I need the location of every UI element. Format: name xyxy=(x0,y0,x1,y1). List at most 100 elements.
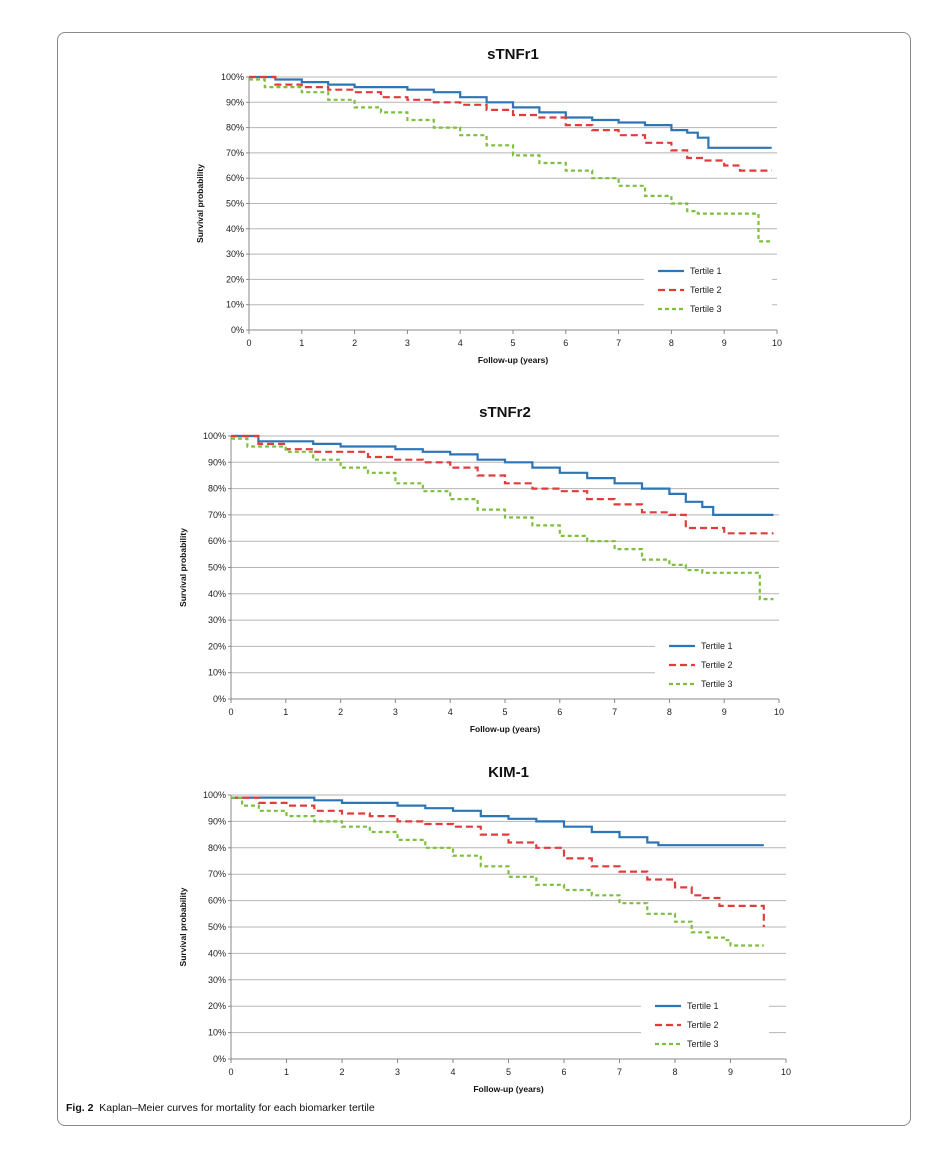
series-line-tertile-2 xyxy=(231,434,774,535)
y-tick-label: 100% xyxy=(203,790,226,800)
y-tick-label: 80% xyxy=(208,484,226,494)
y-tick-label: 100% xyxy=(221,72,244,82)
x-tick-label: 4 xyxy=(458,338,463,348)
legend-entry-tertile-1: Tertile 1 xyxy=(701,641,733,651)
y-tick-label: 10% xyxy=(226,300,244,310)
y-axis-label: Survival probability xyxy=(178,528,188,607)
x-tick-label: 5 xyxy=(510,338,515,348)
y-tick-label: 60% xyxy=(208,536,226,546)
x-tick-label: 2 xyxy=(338,707,343,717)
caption-text: Kaplan–Meier curves for mortality for ea… xyxy=(99,1102,375,1114)
series-line-tertile-3 xyxy=(231,437,774,601)
y-tick-label: 60% xyxy=(208,896,226,906)
y-tick-label: 50% xyxy=(208,922,226,932)
caption-label: Fig. 2 xyxy=(66,1102,94,1114)
y-tick-label: 0% xyxy=(213,694,226,704)
x-tick-label: 3 xyxy=(393,707,398,717)
y-axis-label: Survival probability xyxy=(178,887,188,966)
chart-title: KIM-1 xyxy=(488,764,529,781)
x-tick-label: 9 xyxy=(722,338,727,348)
y-tick-label: 20% xyxy=(208,641,226,651)
x-tick-label: 0 xyxy=(228,707,233,717)
y-tick-label: 30% xyxy=(226,249,244,259)
chart-title: sTNFr1 xyxy=(487,46,539,63)
x-tick-label: 6 xyxy=(561,1067,566,1077)
x-tick-label: 1 xyxy=(284,1067,289,1077)
legend-entry-tertile-2: Tertile 2 xyxy=(687,1020,719,1030)
chart-stnfr1: sTNFr1 0% 10% 20% 30% 40% 50% 60% 70% 80% 90% 100% 0… xyxy=(195,46,782,365)
x-tick-label: 10 xyxy=(772,338,782,348)
x-tick-label: 2 xyxy=(352,338,357,348)
x-tick-label: 1 xyxy=(299,338,304,348)
x-tick-label: 3 xyxy=(405,338,410,348)
y-tick-label: 0% xyxy=(231,325,244,335)
series-line-tertile-3 xyxy=(231,796,764,947)
y-axis-label: Survival probability xyxy=(195,164,205,243)
x-axis-label: Follow-up (years) xyxy=(470,724,541,734)
series-line-tertile-2 xyxy=(249,75,772,172)
x-tick-label: 10 xyxy=(774,707,784,717)
legend-entry-tertile-2: Tertile 2 xyxy=(690,285,722,295)
y-tick-label: 50% xyxy=(208,563,226,573)
x-axis-label: Follow-up (years) xyxy=(478,355,549,365)
legend-entry-tertile-1: Tertile 1 xyxy=(690,266,722,276)
legend-entry-tertile-3: Tertile 3 xyxy=(687,1039,719,1049)
y-tick-label: 10% xyxy=(208,1028,226,1038)
x-tick-label: 4 xyxy=(448,707,453,717)
x-tick-label: 2 xyxy=(339,1067,344,1077)
y-tick-label: 60% xyxy=(226,173,244,183)
y-tick-label: 50% xyxy=(226,199,244,209)
x-tick-label: 8 xyxy=(667,707,672,717)
y-tick-label: 80% xyxy=(208,843,226,853)
y-tick-label: 10% xyxy=(208,668,226,678)
x-tick-label: 4 xyxy=(450,1067,455,1077)
series-line-tertile-2 xyxy=(231,796,765,927)
y-tick-label: 30% xyxy=(208,975,226,985)
legend: Tertile 1 Tertile 2 Tertile 3 xyxy=(655,636,783,694)
x-tick-label: 6 xyxy=(563,338,568,348)
y-tick-label: 90% xyxy=(208,816,226,826)
legend-entry-tertile-3: Tertile 3 xyxy=(690,304,722,314)
x-tick-label: 1 xyxy=(283,707,288,717)
x-tick-label: 5 xyxy=(502,707,507,717)
y-tick-label: 40% xyxy=(208,948,226,958)
x-tick-label: 7 xyxy=(617,1067,622,1077)
x-tick-label: 7 xyxy=(612,707,617,717)
y-tick-label: 90% xyxy=(208,457,226,467)
y-tick-label: 80% xyxy=(226,123,244,133)
legend: Tertile 1 Tertile 2 Tertile 3 xyxy=(644,261,772,319)
y-tick-label: 70% xyxy=(208,510,226,520)
legend: Tertile 1 Tertile 2 Tertile 3 xyxy=(641,996,769,1054)
x-axis-label: Follow-up (years) xyxy=(473,1084,544,1094)
y-tick-label: 20% xyxy=(208,1001,226,1011)
x-tick-label: 9 xyxy=(728,1067,733,1077)
legend-entry-tertile-2: Tertile 2 xyxy=(701,660,733,670)
y-tick-label: 20% xyxy=(226,274,244,284)
series-line-tertile-3 xyxy=(249,78,772,243)
x-tick-label: 5 xyxy=(506,1067,511,1077)
series-line-tertile-1 xyxy=(249,75,772,149)
x-tick-label: 8 xyxy=(672,1067,677,1077)
chart-title: sTNFr2 xyxy=(479,404,531,421)
series-line-tertile-1 xyxy=(231,796,764,847)
x-tick-label: 6 xyxy=(557,707,562,717)
chart-kim1: KIM-1 0% 10% 20% 30% 40% 50% 60% 70% 80% 90% 100% 0 1… xyxy=(178,764,791,1094)
figure-frame xyxy=(57,32,911,1126)
x-tick-label: 0 xyxy=(228,1067,233,1077)
y-tick-label: 40% xyxy=(226,224,244,234)
legend-entry-tertile-1: Tertile 1 xyxy=(687,1001,719,1011)
y-tick-label: 0% xyxy=(213,1054,226,1064)
y-tick-label: 90% xyxy=(226,97,244,107)
y-tick-label: 30% xyxy=(208,615,226,625)
figure-caption: Fig. 2 Kaplan–Meier curves for mortality… xyxy=(66,1102,375,1114)
y-tick-label: 70% xyxy=(226,148,244,158)
x-tick-label: 10 xyxy=(781,1067,791,1077)
x-tick-label: 3 xyxy=(395,1067,400,1077)
y-tick-label: 70% xyxy=(208,869,226,879)
y-tick-label: 100% xyxy=(203,431,226,441)
legend-entry-tertile-3: Tertile 3 xyxy=(701,679,733,689)
x-tick-label: 0 xyxy=(246,338,251,348)
x-tick-label: 9 xyxy=(722,707,727,717)
chart-stnfr2: sTNFr2 0% 10% 20% 30% 40% 50% 60% 70% 80% 90% 100% 0… xyxy=(178,404,784,734)
series-line-tertile-1 xyxy=(231,434,774,516)
